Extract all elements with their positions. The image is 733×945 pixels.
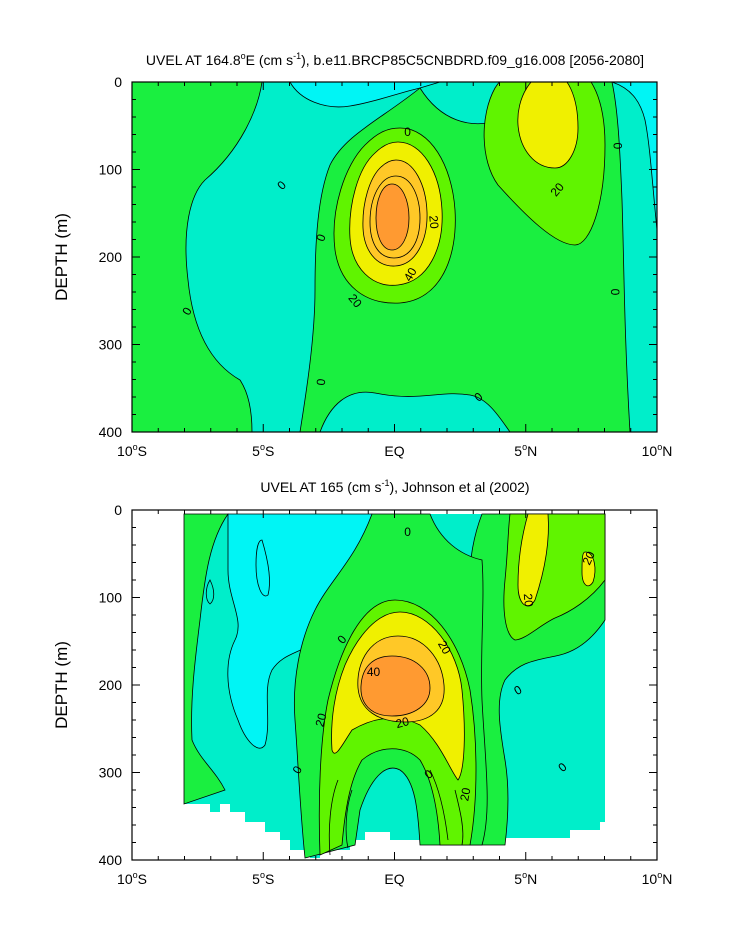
observation-y-tick-label: 0 <box>114 502 122 518</box>
observation-contour-label: 20 <box>313 711 330 728</box>
observation-y-tick-label: 300 <box>99 765 123 781</box>
model-contour-label-text: 0 <box>608 289 622 296</box>
observation-contour-label: 20 <box>521 593 536 608</box>
model-contour-label-text: 0 <box>314 378 329 386</box>
observation-contour-label-text: 20 <box>580 549 598 567</box>
observation-x-tick-label: 5oS <box>252 870 274 887</box>
model-x-tick-label: 10oN <box>642 442 673 459</box>
observation-y-tick-label: 100 <box>99 590 123 606</box>
observation-x-tick-label: EQ <box>384 871 404 887</box>
obs-level-east-20-30-b <box>581 551 596 587</box>
observation-ticks <box>131 509 658 861</box>
model-contour-line-extra <box>369 175 421 259</box>
observation-contour-field <box>183 513 606 859</box>
model-contour-label-text: 20 <box>426 215 441 230</box>
observation-panel-title: UVEL AT 165 (cm s-1), Johnson et al (200… <box>260 478 529 495</box>
obs-contour-line-extra-b <box>429 769 464 846</box>
model-contour-label: 20 <box>426 215 441 230</box>
observation-y-tick-label: 200 <box>99 677 123 693</box>
model-y-tick-label: 300 <box>99 337 123 353</box>
observation-contour-label-text: 20 <box>435 638 454 657</box>
model-y-tick-labels: 0 100 200 300 400 <box>99 74 123 440</box>
obs-level-east-20-30-a <box>517 513 549 607</box>
model-contour-label-text: 0 <box>611 143 625 150</box>
model-contour-label: 0 <box>404 125 411 139</box>
model-level-west-positive <box>132 82 263 432</box>
model-y-tick-label: 100 <box>99 162 123 178</box>
model-contour-label: 0 <box>314 378 329 386</box>
model-y-tick-label: 200 <box>99 249 123 265</box>
model-y-tick-label: 400 <box>99 424 123 440</box>
observation-panel: UVEL AT 165 (cm s-1), Johnson et al (200… <box>52 478 672 887</box>
model-x-tick-label: 10oS <box>117 442 147 459</box>
observation-contour-label: 20 <box>580 549 598 567</box>
model-x-tick-labels: 10oS 5oS EQ 5oN 10oN <box>117 442 672 459</box>
model-contour-label: 0 <box>611 143 625 150</box>
model-ticks <box>131 81 658 433</box>
model-level-east-20-30 <box>517 82 579 169</box>
observation-y-tick-labels: 0 100 200 300 400 <box>99 502 123 868</box>
observation-contour-label: 20 <box>457 786 473 802</box>
observation-x-tick-label: 10oN <box>642 870 673 887</box>
model-contour-label: 0 <box>608 289 622 296</box>
model-contour-label-text: 40 <box>401 265 420 284</box>
observation-x-tick-label: 5oN <box>514 870 537 887</box>
model-y-axis-label: DEPTH (m) <box>52 213 71 301</box>
obs-contour-line-extra-a <box>328 779 353 856</box>
observation-contour-label: 20 <box>394 714 411 731</box>
observation-contour-label: 40 <box>367 665 381 679</box>
obs-level-core-gt40 <box>360 655 431 717</box>
model-x-tick-label: EQ <box>384 443 404 459</box>
model-contour-label-text: 0 <box>313 232 329 243</box>
model-contour-label-text: 0 <box>404 125 411 139</box>
model-contour-label: 0 <box>313 232 329 243</box>
observation-contour-label-text: 40 <box>367 665 381 679</box>
model-level-cyan-right <box>611 82 657 231</box>
observation-contour-label-text: 0 <box>404 525 411 539</box>
model-x-tick-label: 5oN <box>514 442 537 459</box>
model-contour-field <box>132 82 657 432</box>
obs-level-west-positive <box>183 513 229 805</box>
model-panel-title: UVEL AT 164.8oE (cm s-1), b.e11.BRCP85C5… <box>146 51 644 68</box>
observation-x-tick-labels: 10oS 5oS EQ 5oN 10oN <box>117 870 672 887</box>
model-panel: UVEL AT 164.8oE (cm s-1), b.e11.BRCP85C5… <box>52 51 672 459</box>
obs-contour-line-extra-d <box>205 579 215 605</box>
obs-contour-line-extra-c <box>255 539 270 597</box>
model-level-cyan-top <box>289 82 441 108</box>
model-level-core-gt40 <box>375 183 410 251</box>
observation-y-tick-label: 400 <box>99 852 123 868</box>
model-contour-label: 40 <box>401 265 420 284</box>
observation-contour-label-text: 20 <box>457 786 473 802</box>
observation-contour-label: 20 <box>435 638 454 657</box>
observation-contour-label: 0 <box>404 525 411 539</box>
observation-contour-label-text: 20 <box>313 711 330 728</box>
observation-x-tick-label: 10oS <box>117 870 147 887</box>
observation-contour-label-text: 20 <box>394 714 411 731</box>
observation-contour-label-text: 20 <box>521 593 536 608</box>
observation-y-axis-label: DEPTH (m) <box>52 641 71 729</box>
model-y-tick-label: 0 <box>114 74 122 90</box>
model-x-tick-label: 5oS <box>252 442 274 459</box>
